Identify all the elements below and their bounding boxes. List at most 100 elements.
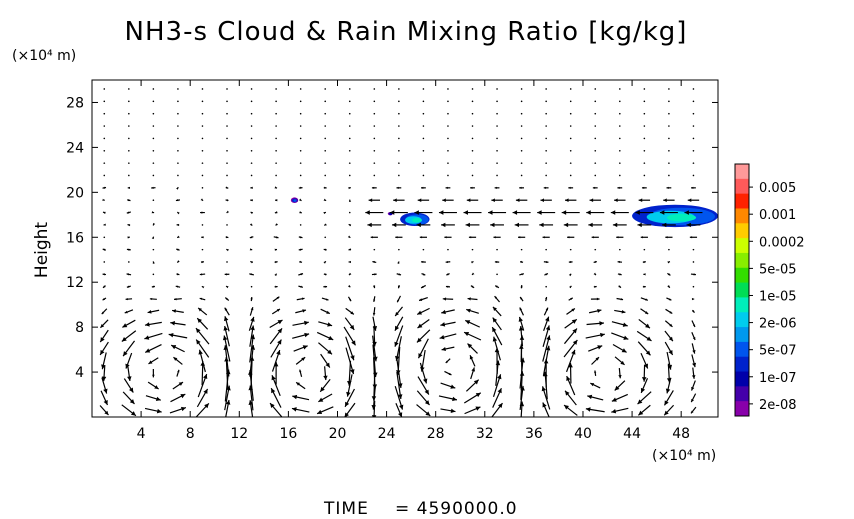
vector-head bbox=[348, 272, 352, 276]
vector-dot bbox=[520, 162, 523, 164]
vector-head bbox=[442, 198, 446, 203]
vector-dot bbox=[569, 149, 572, 152]
vector-head bbox=[128, 387, 134, 393]
x-tick-label: 20 bbox=[329, 426, 347, 442]
vector-head bbox=[537, 210, 542, 215]
vector-dot bbox=[398, 174, 400, 177]
vector-dot bbox=[471, 174, 474, 177]
vector-head bbox=[546, 260, 549, 264]
colorbar-label: 0.001 bbox=[759, 208, 796, 223]
vector-dot bbox=[619, 88, 621, 90]
vector-dot bbox=[177, 162, 179, 164]
vector-head bbox=[667, 285, 670, 288]
vector-head bbox=[540, 198, 545, 203]
vector-head bbox=[494, 260, 498, 264]
vector-dot bbox=[520, 149, 523, 152]
vector-head bbox=[249, 236, 253, 239]
vector-dot bbox=[373, 149, 376, 152]
x-tick-label: 4 bbox=[137, 426, 146, 442]
colorbar-label: 1e-05 bbox=[759, 289, 797, 304]
vector-dot bbox=[692, 137, 695, 140]
vector-head bbox=[128, 198, 131, 202]
vector-head bbox=[298, 186, 302, 189]
vector-dot bbox=[128, 88, 130, 90]
vector-head bbox=[514, 222, 520, 228]
vector-head bbox=[664, 400, 669, 406]
vector-head bbox=[277, 319, 283, 325]
colorbar-swatch bbox=[735, 371, 749, 387]
vector-dot bbox=[152, 248, 155, 251]
vector-head bbox=[175, 285, 179, 288]
vector-head bbox=[298, 248, 302, 251]
vector-head bbox=[691, 398, 694, 403]
vector-head bbox=[452, 396, 457, 402]
vector-head bbox=[225, 297, 228, 300]
vector-shaft bbox=[542, 345, 550, 377]
vector-head bbox=[545, 273, 548, 276]
vector-dot bbox=[520, 112, 523, 115]
plot-frame bbox=[91, 79, 719, 418]
vector-dot bbox=[668, 125, 670, 127]
vector-head bbox=[121, 336, 127, 342]
vector-dot bbox=[324, 137, 327, 140]
vector-head bbox=[327, 322, 333, 327]
vector-head bbox=[318, 397, 324, 402]
vector-head bbox=[196, 339, 201, 345]
vector-head bbox=[667, 261, 670, 264]
vector-dot bbox=[520, 248, 523, 251]
vector-dot bbox=[226, 224, 228, 226]
x-axis-unit: (×10⁴ m) bbox=[652, 448, 716, 464]
vector-dot bbox=[128, 112, 130, 115]
vector-head bbox=[568, 362, 573, 368]
colorbar-label: 5e-05 bbox=[759, 262, 797, 277]
vector-shaft bbox=[249, 345, 254, 377]
vector-head bbox=[101, 364, 106, 370]
vector-head bbox=[418, 353, 423, 359]
vector-head bbox=[326, 310, 330, 314]
vector-head bbox=[301, 357, 306, 361]
vector-head bbox=[144, 335, 150, 340]
vector-dot bbox=[201, 224, 204, 226]
vector-head bbox=[372, 312, 376, 316]
vector-head bbox=[249, 248, 253, 251]
vector-dot bbox=[103, 88, 106, 90]
vector-head bbox=[102, 273, 105, 276]
vector-head bbox=[345, 401, 350, 407]
vector-head bbox=[466, 198, 471, 203]
vector-head bbox=[126, 211, 130, 214]
vector-dot bbox=[201, 100, 204, 103]
vector-dot bbox=[422, 149, 425, 152]
vector-head bbox=[495, 285, 498, 288]
colorbar-swatch bbox=[735, 193, 749, 209]
vector-head bbox=[222, 335, 228, 341]
vector-dot bbox=[643, 100, 646, 103]
vector-dot bbox=[275, 100, 277, 103]
vector-head bbox=[644, 311, 649, 315]
vector-head bbox=[398, 383, 403, 389]
vector-dot bbox=[348, 88, 351, 90]
vector-dot bbox=[398, 112, 400, 115]
colorbar-swatch bbox=[735, 238, 749, 254]
vector-head bbox=[298, 236, 302, 239]
vector-head bbox=[643, 273, 646, 276]
vector-dot bbox=[692, 285, 695, 288]
vector-shaft bbox=[372, 344, 377, 378]
vector-head bbox=[421, 285, 424, 288]
vector-head bbox=[396, 186, 399, 189]
y-tick-label: 8 bbox=[75, 320, 84, 336]
colorbar-swatch bbox=[735, 208, 749, 224]
vector-head bbox=[492, 306, 497, 312]
vector-head bbox=[368, 198, 373, 203]
y-tick-label: 12 bbox=[66, 275, 84, 291]
vector-head bbox=[665, 388, 671, 394]
vector-dot bbox=[152, 149, 155, 152]
vector-head bbox=[593, 272, 596, 276]
vector-head bbox=[151, 186, 154, 189]
vector-head bbox=[520, 297, 523, 300]
vector-dot bbox=[250, 149, 253, 152]
vector-head bbox=[470, 285, 474, 288]
vector-head bbox=[103, 211, 106, 214]
vector-head bbox=[276, 236, 279, 239]
cloud-contour bbox=[293, 199, 297, 202]
vector-head bbox=[126, 285, 130, 288]
